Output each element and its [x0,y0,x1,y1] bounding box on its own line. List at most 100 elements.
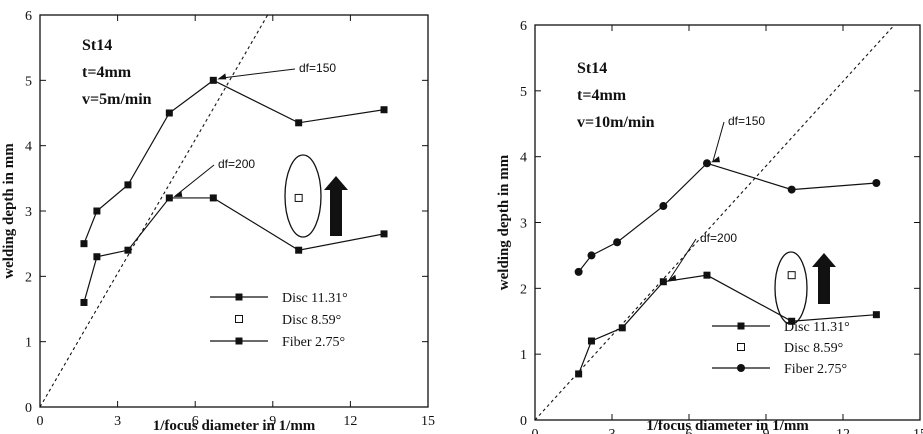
legend-label: Disc 11.31° [282,291,348,306]
y-tick-label: 0 [25,401,32,416]
annotation-text: t=4mm [82,64,132,81]
data-point [124,246,132,254]
data-point [295,246,303,254]
data-point [294,193,303,202]
up-arrow-icon [324,176,348,236]
y-axis-label: welding depth in mm [1,143,17,279]
data-point [575,370,583,378]
y-tick-label: 6 [520,19,527,34]
legend-marker [235,315,243,323]
callout-arrow-head [173,190,183,197]
x-tick-label: 6 [686,427,693,434]
y-tick-label: 2 [25,270,32,285]
data-point [872,311,880,319]
series-2 [787,271,796,280]
data-point [295,119,303,127]
x-tick-label: 12 [836,427,850,434]
reference-line [39,14,269,408]
annotation-text: v=5m/min [82,91,152,108]
data-point [613,238,622,247]
legend-label: Fiber 2.75° [784,362,847,377]
y-tick-label: 5 [520,85,527,100]
data-point [659,278,667,286]
data-point [574,267,583,276]
y-tick-label: 3 [25,205,32,220]
y-tick-label: 4 [520,151,527,166]
highlight-oval [774,251,808,325]
y-tick-label: 6 [25,9,32,24]
data-point [165,109,173,117]
data-point [787,271,796,280]
data-point [209,194,217,202]
callout-label: df=150 [728,114,765,128]
y-tick-label: 4 [25,140,32,155]
y-tick-label: 1 [25,336,32,351]
data-point [702,159,711,168]
series-1 [80,76,388,248]
callout-label: df=150 [299,61,336,75]
callout-arrow-head [217,73,227,80]
y-tick-label: 3 [520,217,527,232]
series-3 [80,194,388,306]
callout-arrow-head [710,156,720,163]
x-tick-label: 0 [532,427,539,434]
x-axis-label: 1/focus diameter in 1/mm [153,418,316,434]
x-tick-label: 12 [343,414,357,429]
callout-label: df=200 [700,231,737,245]
data-point [618,324,626,332]
series-line [578,162,877,273]
annotation-text: St14 [82,37,112,54]
x-tick-label: 9 [269,414,276,429]
x-tick-label: 15 [913,427,923,434]
annotation-text: t=4mm [577,87,627,104]
legend-marker [737,343,745,351]
callout-arrow-line [175,164,215,197]
up-arrow-icon [812,253,836,304]
legend-marker [235,337,243,345]
x-tick-label: 0 [37,414,44,429]
callout-arrow-line [712,121,725,162]
series-3 [574,159,881,276]
callout-arrow-head [667,274,677,281]
data-point [380,106,388,114]
legend-label: Disc 8.59° [784,341,843,356]
legend: Disc 11.31° Disc 8.59° Fiber 2.75° [210,291,348,350]
annotation-text: St14 [577,60,607,77]
callout-arrow-line [668,238,697,281]
data-point [165,194,173,202]
annotation-text: v=10m/min [577,114,655,131]
highlight-oval [284,154,322,238]
data-point [80,240,88,248]
data-point [703,271,711,279]
legend-label: Disc 8.59° [282,313,341,328]
x-tick-label: 15 [421,414,435,429]
y-tick-label: 5 [25,74,32,89]
legend-label: Fiber 2.75° [282,335,345,350]
data-point [587,337,595,345]
callout-arrow-line [219,68,296,79]
legend-marker [737,322,745,330]
plot-frame [534,24,921,421]
y-tick-label: 2 [520,282,527,297]
series-2 [294,193,303,202]
data-point [209,76,217,84]
series-1 [575,271,880,378]
data-point [587,251,596,260]
data-point [124,181,132,189]
data-point [659,202,668,211]
legend: Disc 11.31° Disc 8.59° Fiber 2.75° [712,320,850,377]
x-axis-label: 1/focus diameter in 1/mm [646,418,809,434]
legend-label: Disc 11.31° [784,320,850,335]
x-tick-label: 9 [763,427,770,434]
y-axis-label: welding depth in mm [496,154,512,290]
data-point [93,207,101,215]
x-tick-label: 3 [609,427,616,434]
reference-line [534,24,895,421]
data-point [787,185,796,194]
x-tick-label: 6 [192,414,199,429]
legend-marker [235,293,243,301]
legend-marker [737,364,745,372]
